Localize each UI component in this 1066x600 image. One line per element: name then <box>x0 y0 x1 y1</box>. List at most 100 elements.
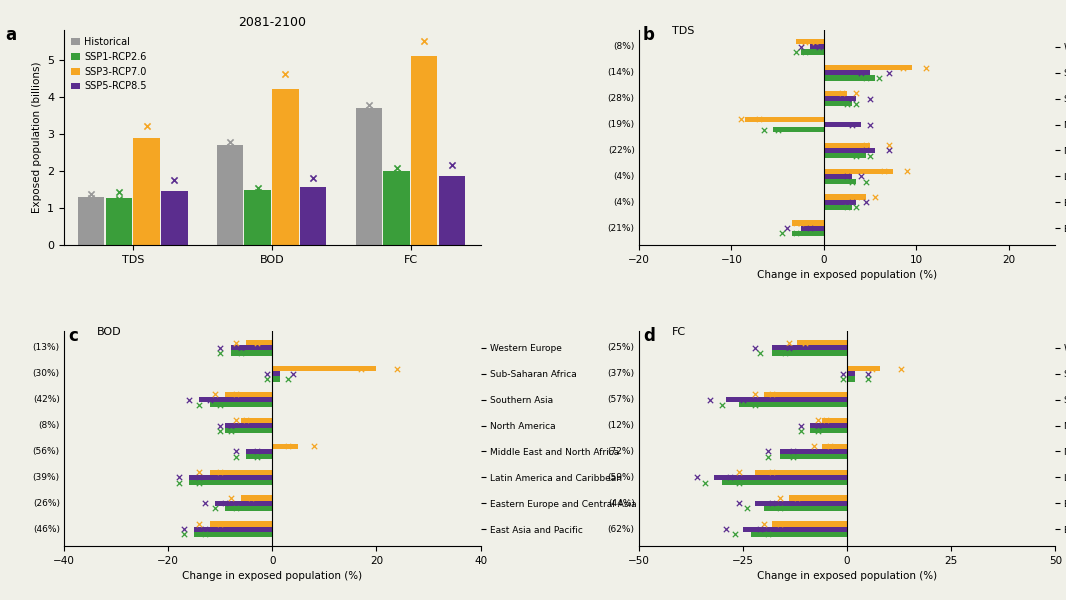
Text: (72%): (72%) <box>608 447 634 456</box>
Point <box>730 478 747 487</box>
Point <box>772 493 789 503</box>
Point <box>788 229 805 238</box>
Bar <box>809 428 847 433</box>
Point <box>212 400 229 410</box>
Bar <box>801 49 824 55</box>
Point <box>835 374 852 384</box>
Point <box>212 348 229 358</box>
Bar <box>722 480 847 485</box>
Bar <box>763 506 847 511</box>
Bar <box>246 449 272 454</box>
Bar <box>225 392 272 397</box>
Bar <box>789 496 847 500</box>
Text: (46%): (46%) <box>33 524 60 533</box>
Point <box>352 364 369 373</box>
Point <box>843 177 860 187</box>
Point <box>713 400 730 410</box>
Bar <box>824 101 852 106</box>
Point <box>243 493 260 503</box>
Point <box>847 89 865 98</box>
Bar <box>847 371 855 376</box>
Bar <box>199 397 272 402</box>
Text: d: d <box>643 326 655 344</box>
Point <box>809 421 826 430</box>
Point <box>772 519 789 529</box>
Bar <box>756 500 847 506</box>
Point <box>82 189 99 199</box>
Bar <box>824 65 911 70</box>
Bar <box>272 376 280 382</box>
Bar <box>824 179 856 184</box>
Bar <box>824 194 866 200</box>
Bar <box>824 148 875 153</box>
Point <box>843 197 860 207</box>
Point <box>285 369 302 379</box>
Point <box>277 100 294 109</box>
Point <box>222 426 239 436</box>
Bar <box>194 527 272 532</box>
Point <box>248 446 265 456</box>
Bar <box>847 366 881 371</box>
Point <box>232 348 249 358</box>
Legend: Historical, SSP1-RCP2.6, SSP3-RCP7.0, SSP5-RCP8.5: Historical, SSP1-RCP2.6, SSP3-RCP7.0, SS… <box>69 35 149 94</box>
X-axis label: Change in exposed population (%): Change in exposed population (%) <box>757 571 937 581</box>
Bar <box>246 340 272 345</box>
Text: (14%): (14%) <box>608 68 634 77</box>
Point <box>191 519 208 529</box>
Bar <box>225 506 272 511</box>
Bar <box>796 39 824 44</box>
Point <box>207 503 224 513</box>
X-axis label: Change in exposed population (%): Change in exposed population (%) <box>182 571 362 581</box>
Point <box>212 343 229 353</box>
Point <box>249 188 266 197</box>
Point <box>416 37 433 46</box>
Bar <box>772 350 847 356</box>
Point <box>843 120 860 130</box>
Point <box>759 530 776 539</box>
Point <box>227 416 244 425</box>
Bar <box>824 143 870 148</box>
Bar <box>411 56 437 245</box>
Text: (39%): (39%) <box>33 473 60 482</box>
Bar <box>824 169 893 174</box>
Point <box>207 389 224 399</box>
Bar <box>847 376 855 382</box>
Point <box>139 144 156 154</box>
Bar <box>743 527 847 532</box>
Text: (30%): (30%) <box>33 369 60 378</box>
Bar <box>194 532 272 537</box>
Bar <box>161 191 188 245</box>
Bar <box>272 89 298 245</box>
Point <box>853 192 870 202</box>
Point <box>859 374 876 384</box>
Point <box>697 478 714 487</box>
Point <box>861 151 878 160</box>
Point <box>196 524 213 534</box>
Bar <box>300 187 326 245</box>
Point <box>847 99 865 109</box>
Point <box>755 125 772 134</box>
Bar <box>773 127 824 133</box>
Point <box>416 64 433 74</box>
Bar <box>272 366 376 371</box>
Text: (8%): (8%) <box>613 43 634 52</box>
Text: (57%): (57%) <box>608 395 634 404</box>
Point <box>759 452 776 461</box>
Point <box>788 218 805 228</box>
Bar <box>824 76 875 80</box>
Point <box>839 172 856 181</box>
Bar <box>241 418 272 423</box>
Text: (21%): (21%) <box>608 224 634 233</box>
Point <box>169 473 187 482</box>
Point <box>861 94 878 103</box>
Point <box>717 524 734 534</box>
Point <box>747 389 764 399</box>
Bar <box>824 91 847 96</box>
Point <box>212 426 229 436</box>
Point <box>853 68 870 77</box>
Point <box>212 467 229 477</box>
Point <box>227 389 244 399</box>
Point <box>443 181 461 190</box>
Text: c: c <box>68 326 78 344</box>
Bar <box>189 475 272 480</box>
